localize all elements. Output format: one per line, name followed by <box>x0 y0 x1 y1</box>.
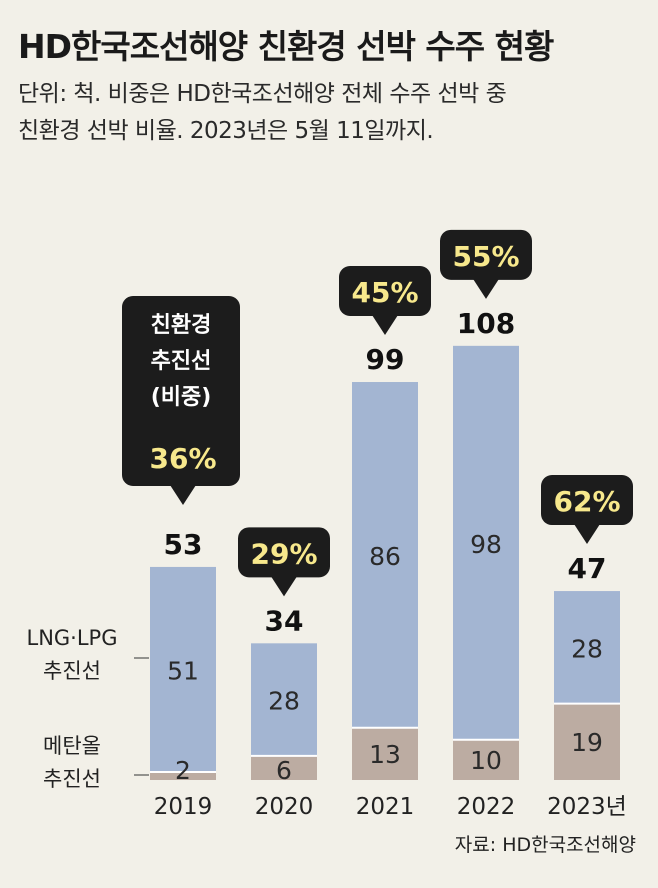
share-bubble-pointer-1 <box>271 576 297 597</box>
share-bubble-pointer-2 <box>372 315 398 336</box>
share-bubble-1 <box>238 527 330 578</box>
bar-lng-3 <box>453 345 519 740</box>
category-label-1: 2020 <box>255 794 314 820</box>
category-label-3: 2022 <box>457 794 516 820</box>
value-label-methanol-0: 2 <box>175 756 191 785</box>
legend-lng-lpg: LNG·LPG 추진선 <box>6 622 138 688</box>
share-label-3: 55% <box>452 240 519 273</box>
total-label-4: 47 <box>568 552 607 585</box>
callout-line-3: (비중) <box>150 385 212 410</box>
share-callout-heading: 친환경 추진선 (비중) <box>122 308 240 416</box>
share-label-2: 45% <box>351 276 418 309</box>
share-bubble-0 <box>122 296 240 486</box>
share-bubble-pointer-0 <box>170 485 196 505</box>
total-label-2: 99 <box>366 343 405 376</box>
bar-methanol-2 <box>352 727 418 780</box>
total-label-0: 53 <box>164 528 203 561</box>
share-bubble-3 <box>440 229 532 280</box>
subtitle-line-2: 친환경 선박 비율. 2023년은 5월 11일까지. <box>18 118 434 144</box>
value-label-methanol-4: 19 <box>571 728 603 757</box>
chart-subtitle: 단위: 척. 비중은 HD한국조선해양 전체 수주 선박 중 친환경 선박 비율… <box>18 76 648 150</box>
bar-lng-0 <box>150 566 216 772</box>
value-label-lng-0: 51 <box>167 656 199 685</box>
value-label-methanol-2: 13 <box>369 740 401 769</box>
bar-methanol-0 <box>150 771 216 780</box>
bar-lng-2 <box>352 382 418 728</box>
value-label-methanol-3: 10 <box>470 746 502 775</box>
category-label-2: 2021 <box>356 794 415 820</box>
bar-methanol-1 <box>251 755 317 780</box>
legend-methanol: 메탄올 추진선 <box>6 730 138 796</box>
share-bubble-pointer-3 <box>473 278 499 299</box>
legend-methanol-line-1: 메탄올 <box>43 734 101 758</box>
value-label-lng-2: 86 <box>369 542 401 571</box>
callout-line-2: 추진선 <box>150 349 212 374</box>
legend-methanol-line-2: 추진선 <box>43 767 101 791</box>
bar-lng-4 <box>554 591 620 704</box>
value-label-lng-4: 28 <box>571 634 603 663</box>
category-label-0: 2019 <box>154 794 213 820</box>
value-label-lng-3: 98 <box>470 530 502 559</box>
legend-lng-line-2: 추진선 <box>43 659 101 683</box>
source-note: 자료: HD한국조선해양 <box>454 834 636 856</box>
callout-line-1: 친환경 <box>150 313 212 338</box>
value-label-methanol-1: 6 <box>276 756 292 785</box>
subtitle-line-1: 단위: 척. 비중은 HD한국조선해양 전체 수주 선박 중 <box>18 81 507 107</box>
category-label-4: 2023년 <box>547 794 627 820</box>
share-label-0: 36% <box>149 442 216 475</box>
bar-lng-1 <box>251 643 317 756</box>
share-bubble-4 <box>541 475 633 526</box>
share-label-4: 62% <box>553 485 620 518</box>
share-bubble-2 <box>339 266 431 317</box>
value-label-lng-1: 28 <box>268 687 300 716</box>
bar-methanol-4 <box>554 703 620 780</box>
total-label-3: 108 <box>457 307 515 340</box>
bar-methanol-3 <box>453 739 519 780</box>
total-label-1: 34 <box>265 604 304 637</box>
chart-title: HD한국조선해양 친환경 선박 수주 현황 <box>18 27 554 66</box>
share-label-1: 29% <box>250 537 317 570</box>
legend-lng-line-1: LNG·LPG <box>26 626 118 650</box>
share-bubble-pointer-4 <box>574 524 600 545</box>
